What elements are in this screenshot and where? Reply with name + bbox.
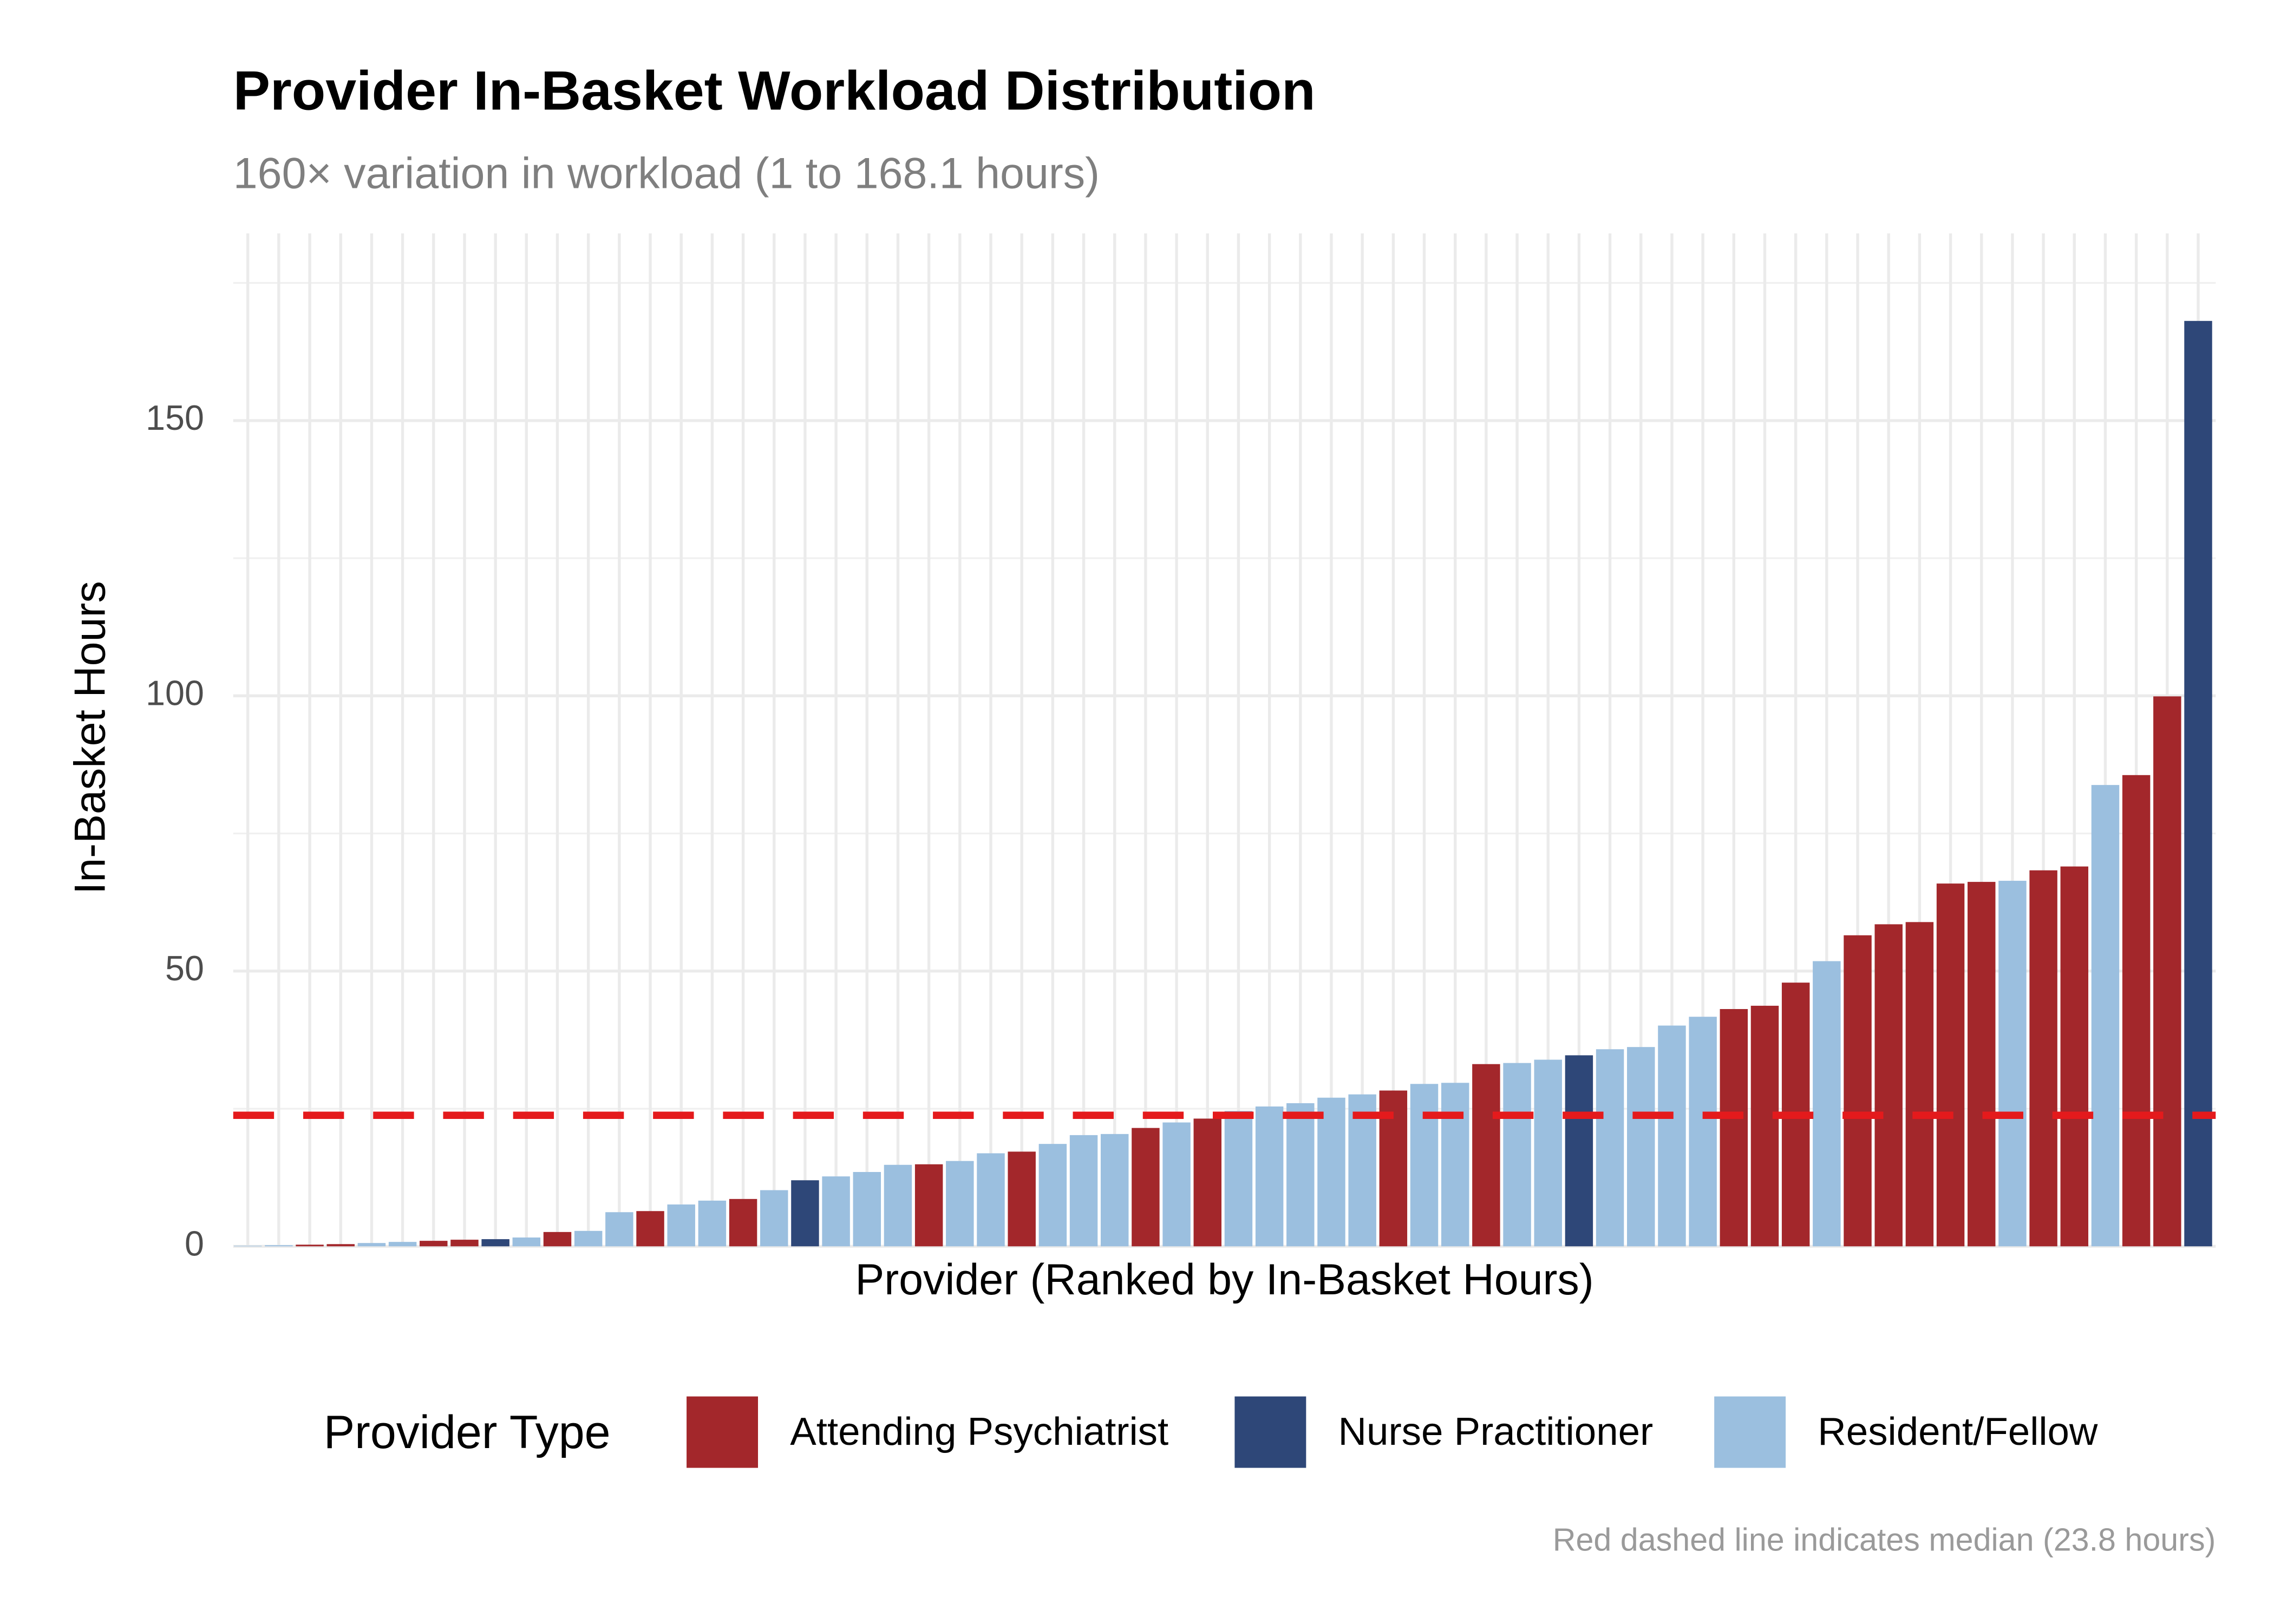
bar (2091, 785, 2120, 1247)
bar (1100, 1134, 1129, 1247)
bar (914, 1164, 943, 1247)
bar (1874, 924, 1903, 1247)
bar (636, 1211, 664, 1247)
bar (1627, 1047, 1655, 1247)
bar (1936, 883, 1965, 1247)
bar (1255, 1106, 1284, 1247)
bar (1596, 1049, 1624, 1247)
bar (326, 1244, 355, 1247)
bar (1008, 1151, 1036, 1247)
bar (1658, 1025, 1686, 1247)
bar (1565, 1055, 1593, 1247)
bar (296, 1245, 324, 1247)
bar (1132, 1128, 1160, 1247)
bar (1998, 881, 2027, 1247)
bar (1410, 1084, 1439, 1247)
bar (1286, 1103, 1315, 1247)
bar (1162, 1122, 1191, 1247)
bar (357, 1243, 386, 1247)
bar (760, 1190, 788, 1247)
y-axis-label: In-Basket Hours (66, 581, 115, 894)
bar (1317, 1097, 1345, 1247)
bar (884, 1164, 912, 1247)
legend-key (1234, 1396, 1306, 1468)
x-axis-label: Provider (Ranked by In-Basket Hours) (855, 1255, 1593, 1304)
chart-subtitle: 160× variation in workload (1 to 168.1 h… (233, 149, 1100, 198)
bar (2153, 696, 2181, 1247)
bar (2060, 866, 2089, 1247)
bar (512, 1237, 541, 1247)
bar (543, 1232, 572, 1247)
bar (1472, 1064, 1500, 1247)
bar (1844, 935, 1872, 1247)
y-tick-label: 0 (185, 1224, 204, 1263)
bar (791, 1180, 819, 1247)
legend-label: Resident/Fellow (1818, 1410, 2098, 1453)
bar (853, 1172, 881, 1247)
bar (1224, 1111, 1253, 1247)
bar (1689, 1017, 1717, 1247)
bar (265, 1245, 293, 1247)
bar (946, 1161, 974, 1247)
y-tick-label: 150 (146, 398, 204, 437)
bar (605, 1212, 633, 1247)
bar (822, 1176, 850, 1247)
y-tick-label: 50 (165, 949, 204, 988)
bar (481, 1239, 509, 1247)
bar (450, 1240, 479, 1247)
bar (574, 1230, 603, 1247)
bar (2122, 775, 2151, 1247)
bar (1348, 1094, 1376, 1247)
bar (1441, 1083, 1469, 1247)
bar (1905, 922, 1934, 1247)
bar (2029, 870, 2057, 1247)
bar (420, 1241, 448, 1247)
bar (667, 1204, 695, 1247)
bar (1968, 882, 1996, 1247)
bar (698, 1200, 727, 1247)
legend-key (1714, 1396, 1786, 1468)
bar (1038, 1144, 1067, 1247)
caption: Red dashed line indicates median (23.8 h… (1553, 1521, 2216, 1557)
bar (1813, 961, 1841, 1247)
legend-key (687, 1396, 758, 1468)
bar (1193, 1118, 1221, 1247)
bar (2184, 320, 2212, 1247)
bar (1069, 1135, 1098, 1247)
bar (1720, 1009, 1748, 1247)
y-tick-label: 100 (146, 673, 204, 712)
legend-label: Nurse Practitioner (1338, 1410, 1654, 1453)
bar (977, 1153, 1005, 1247)
bar (1503, 1063, 1531, 1247)
bar (1534, 1059, 1562, 1247)
legend-title: Provider Type (324, 1406, 611, 1458)
bar (729, 1199, 757, 1247)
chart-title: Provider In-Basket Workload Distribution (233, 59, 1316, 121)
bar (1750, 1005, 1779, 1247)
legend-label: Attending Psychiatrist (790, 1410, 1168, 1453)
bar (388, 1242, 417, 1247)
